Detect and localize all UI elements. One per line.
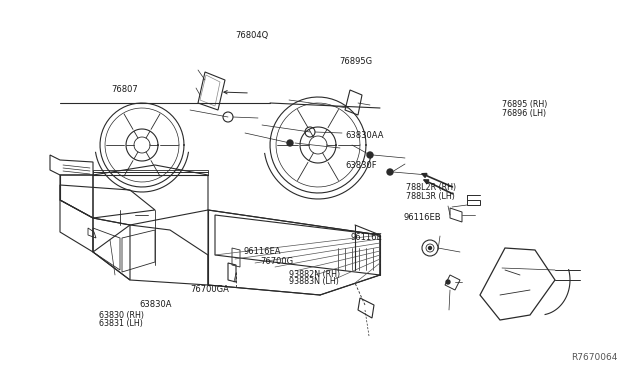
Text: 76700GA: 76700GA bbox=[191, 285, 230, 294]
Text: 96116E: 96116E bbox=[351, 233, 383, 242]
Text: 63831 (LH): 63831 (LH) bbox=[99, 319, 143, 328]
Text: 76895 (RH): 76895 (RH) bbox=[502, 100, 548, 109]
Text: 788L3R (LH): 788L3R (LH) bbox=[406, 192, 455, 201]
Text: 76807: 76807 bbox=[111, 85, 138, 94]
Text: 76700G: 76700G bbox=[260, 257, 293, 266]
Text: 788L2R (RH): 788L2R (RH) bbox=[406, 183, 456, 192]
Text: 96116EA: 96116EA bbox=[243, 247, 281, 256]
Circle shape bbox=[287, 140, 293, 146]
Circle shape bbox=[429, 247, 431, 250]
Text: 76804Q: 76804Q bbox=[236, 31, 269, 40]
Text: R7670064: R7670064 bbox=[572, 353, 618, 362]
Text: 93882N (RH): 93882N (RH) bbox=[289, 270, 340, 279]
Text: 76896 (LH): 76896 (LH) bbox=[502, 109, 547, 118]
Text: 96116EB: 96116EB bbox=[403, 213, 441, 222]
Circle shape bbox=[367, 152, 373, 158]
Circle shape bbox=[446, 280, 450, 284]
Text: 93883N (LH): 93883N (LH) bbox=[289, 277, 339, 286]
Text: 63830AA: 63830AA bbox=[346, 131, 384, 140]
Text: 63830A: 63830A bbox=[140, 300, 172, 309]
Text: 63830F: 63830F bbox=[346, 161, 377, 170]
Circle shape bbox=[387, 169, 393, 175]
Text: 63830 (RH): 63830 (RH) bbox=[99, 311, 144, 320]
Text: 76895G: 76895G bbox=[339, 57, 372, 66]
